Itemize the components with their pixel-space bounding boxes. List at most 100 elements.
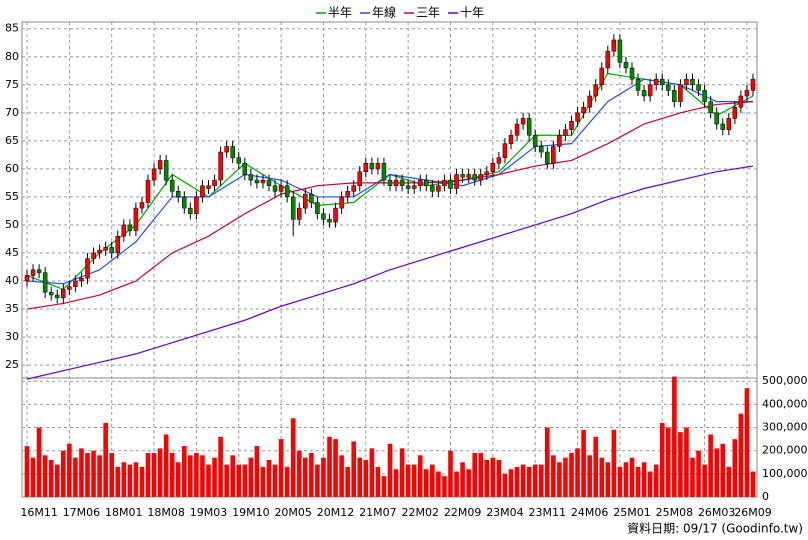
volume-bar bbox=[151, 453, 157, 497]
candle-body bbox=[236, 157, 241, 164]
candle-body bbox=[678, 84, 683, 102]
y-tick-label: 300,000 bbox=[762, 421, 808, 434]
x-tick-label: 17M06 bbox=[63, 506, 101, 519]
candle-body bbox=[169, 179, 175, 192]
volume-bar bbox=[61, 450, 66, 497]
volume-bar bbox=[617, 466, 623, 497]
candle-body bbox=[121, 224, 127, 237]
y-tick-label: 40 bbox=[5, 274, 19, 287]
candle-body bbox=[55, 294, 60, 299]
candle-body bbox=[575, 112, 580, 122]
volume-bar bbox=[163, 434, 169, 497]
candle-body bbox=[48, 291, 54, 296]
volume-bar bbox=[175, 462, 181, 497]
volume-bar bbox=[569, 453, 574, 497]
volume-bar bbox=[339, 455, 344, 497]
volume-bar bbox=[67, 443, 72, 497]
x-tick-label: 21M07 bbox=[359, 506, 397, 519]
candle-body bbox=[230, 146, 235, 158]
candle-body bbox=[557, 134, 562, 147]
volume-bar bbox=[708, 434, 713, 497]
candle-body bbox=[454, 174, 459, 189]
candle-body bbox=[61, 289, 66, 299]
volume-bar bbox=[551, 455, 556, 497]
y-tick-label: 70 bbox=[5, 106, 19, 119]
volume-bar bbox=[454, 471, 459, 497]
candle-body bbox=[206, 185, 211, 189]
volume-bar bbox=[333, 439, 338, 497]
volume-bar bbox=[684, 427, 689, 497]
volume-bar bbox=[393, 469, 399, 497]
volume-bar bbox=[520, 464, 526, 497]
candle-body bbox=[30, 269, 36, 276]
y-tick-label: 200,000 bbox=[762, 444, 808, 457]
candle-body bbox=[133, 207, 139, 231]
volume-bar bbox=[139, 466, 145, 497]
volume-bar bbox=[303, 457, 308, 497]
candle-body bbox=[460, 174, 465, 178]
candle-body bbox=[726, 118, 732, 130]
y-tick-label: 400,000 bbox=[762, 397, 808, 410]
volume-bar bbox=[411, 464, 417, 497]
volume-bar bbox=[24, 446, 30, 497]
ma-line bbox=[26, 78, 753, 285]
volume-bar bbox=[557, 462, 562, 497]
legend-label: 年線 bbox=[372, 5, 396, 20]
volume-bar bbox=[653, 464, 659, 497]
volume-bar bbox=[666, 427, 671, 497]
candle-body bbox=[290, 196, 296, 220]
volume-bar bbox=[218, 436, 223, 497]
candle-body bbox=[532, 134, 538, 147]
volume-bar bbox=[436, 471, 441, 497]
x-tick-label: 22M02 bbox=[402, 506, 440, 519]
candle-body bbox=[563, 129, 568, 136]
candle-body bbox=[508, 134, 514, 144]
candle-body bbox=[502, 143, 508, 158]
x-tick-label: 25M01 bbox=[613, 506, 651, 519]
volume-bar bbox=[720, 443, 726, 497]
volume-bar bbox=[73, 457, 78, 497]
candle-body bbox=[430, 185, 435, 192]
volume-bar bbox=[103, 422, 108, 497]
candle-body bbox=[436, 185, 441, 192]
volume-bar bbox=[363, 459, 369, 497]
volume-bar bbox=[188, 455, 193, 497]
candle-body bbox=[351, 185, 356, 192]
y-tick-label: 65 bbox=[5, 134, 19, 147]
candle-body bbox=[272, 185, 278, 192]
volume-bar bbox=[266, 459, 272, 497]
volume-bar bbox=[405, 464, 411, 497]
volume-bar bbox=[538, 464, 544, 497]
candle-body bbox=[714, 112, 719, 125]
candle-body bbox=[73, 280, 78, 287]
volume-bar bbox=[623, 462, 629, 497]
volume-bar bbox=[315, 464, 320, 497]
candle-body bbox=[91, 252, 96, 259]
candle-body bbox=[478, 174, 483, 181]
candle-body bbox=[297, 207, 302, 220]
volume-bar bbox=[242, 464, 248, 497]
candle-body bbox=[284, 185, 290, 198]
volume-bar bbox=[272, 464, 278, 497]
ma-line bbox=[26, 165, 754, 380]
candle-body bbox=[466, 174, 471, 178]
candle-body bbox=[605, 50, 611, 69]
volume-bar bbox=[726, 466, 732, 497]
candle-body bbox=[399, 179, 405, 186]
candle-body bbox=[381, 163, 387, 181]
candle-body bbox=[702, 90, 707, 102]
candle-body bbox=[569, 120, 574, 130]
volume-bar bbox=[109, 453, 114, 497]
footer: 資料日期: 09/17 (Goodinfo.tw) bbox=[627, 522, 803, 536]
volume-bar bbox=[91, 450, 96, 497]
x-tick-label: 20M12 bbox=[317, 506, 355, 519]
volume-bar bbox=[526, 466, 532, 497]
volume-bar bbox=[85, 453, 90, 497]
volume-bar bbox=[750, 471, 756, 497]
candle-body bbox=[496, 157, 502, 164]
candle-body bbox=[653, 78, 659, 86]
volume-bar bbox=[36, 427, 42, 497]
volume-bar bbox=[345, 466, 350, 497]
volume-bar bbox=[133, 462, 139, 497]
candle-body bbox=[248, 174, 254, 181]
